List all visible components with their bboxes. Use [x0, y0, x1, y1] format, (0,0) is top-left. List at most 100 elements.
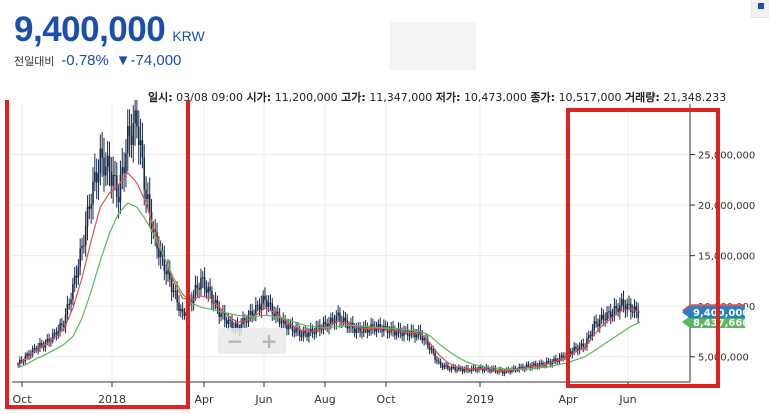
candle-body	[212, 302, 215, 304]
candle-body	[258, 305, 261, 311]
candle-body	[159, 251, 162, 258]
candle-body	[432, 348, 435, 353]
candle-body	[366, 327, 369, 333]
candle-body	[604, 319, 607, 321]
x-tick-label: Oct	[12, 393, 32, 406]
candle-body	[476, 369, 478, 371]
candle-body	[322, 322, 325, 329]
candle-body	[485, 367, 488, 369]
candle-body	[59, 323, 61, 331]
candle-body	[416, 334, 418, 338]
candle-body	[68, 303, 71, 305]
candle-body	[501, 370, 504, 374]
candle-body	[306, 333, 308, 337]
candle-body	[408, 335, 411, 337]
open-value: 11,200,000	[274, 91, 338, 104]
candle-body	[394, 330, 396, 336]
low-label: 저가:	[435, 91, 461, 104]
candle-body	[326, 323, 328, 329]
candle-body	[403, 330, 405, 336]
candle-body	[284, 319, 286, 325]
candle-body	[79, 248, 81, 267]
zoom-out-button[interactable]: −	[226, 329, 244, 353]
candle-body	[262, 295, 264, 304]
candle-body	[503, 371, 506, 374]
candle-body	[121, 167, 124, 175]
candle-body	[335, 315, 338, 324]
date-label: 일시:	[148, 91, 173, 104]
candle-body	[589, 335, 592, 337]
candle-body	[114, 175, 116, 177]
candle-body	[595, 321, 597, 324]
candle-body	[520, 366, 522, 368]
low-value: 10,473,000	[463, 91, 527, 104]
candle-body	[19, 359, 21, 364]
candle-body	[628, 303, 630, 305]
candle-body	[492, 368, 495, 370]
candle-body	[302, 330, 305, 336]
candle-body	[353, 328, 356, 334]
price-chart[interactable]: 5,000,00010,000,00015,000,00020,000,0002…	[0, 100, 769, 414]
candle-body	[586, 338, 588, 347]
candle-body	[375, 326, 378, 332]
candle-body	[458, 367, 460, 370]
candle-body	[227, 319, 230, 324]
candle-body	[203, 277, 206, 290]
candle-body	[48, 338, 50, 342]
candle-body	[84, 225, 87, 246]
candle-body	[53, 332, 56, 334]
candle-body	[132, 123, 135, 145]
candle-body	[39, 342, 41, 348]
candle-body	[97, 173, 100, 183]
candle-body	[46, 338, 49, 343]
zoom-in-button[interactable]: +	[260, 329, 278, 353]
candle-body	[509, 370, 511, 373]
candle-body	[344, 317, 347, 321]
candle-body	[147, 194, 149, 199]
zoom-controls: − +	[218, 328, 286, 354]
candle-body	[216, 299, 219, 309]
candle-body	[172, 291, 175, 293]
candle-body	[286, 324, 288, 330]
candle-body	[456, 369, 458, 371]
volume-value: 21,348.233	[663, 91, 727, 104]
candle-body	[426, 339, 429, 347]
candle-body	[313, 332, 316, 334]
candle-body	[20, 359, 23, 362]
candle-body	[57, 330, 60, 336]
candle-body	[42, 345, 45, 348]
candle-body	[569, 351, 572, 355]
candle-body	[145, 189, 147, 199]
candle-body	[461, 368, 464, 372]
candle-body	[119, 174, 122, 203]
candle-body	[273, 313, 275, 317]
candle-body	[635, 306, 638, 311]
moving-average-lines	[17, 171, 641, 372]
candle-body	[463, 369, 466, 372]
candle-body	[176, 290, 178, 303]
close-value: 10,517,000	[558, 91, 622, 104]
ma-short-line	[17, 171, 641, 372]
candle-body	[198, 287, 200, 290]
candle-body	[295, 328, 297, 333]
high-value: 11,347,000	[369, 91, 433, 104]
candle-body	[593, 321, 596, 331]
candle-body	[342, 317, 345, 323]
candle-body	[95, 172, 98, 183]
chart-axes: 5,000,00010,000,00015,000,00020,000,0002…	[12, 104, 755, 406]
candle-body	[247, 314, 250, 323]
candle-body	[245, 321, 248, 323]
candle-body	[81, 246, 83, 249]
candle-body	[511, 369, 513, 373]
x-tick-label: Apr	[194, 393, 214, 406]
candle-body	[148, 194, 151, 212]
candle-body	[229, 319, 232, 321]
candle-body	[73, 275, 76, 284]
candle-body	[234, 323, 237, 328]
candle-body	[373, 327, 376, 332]
expand-icon[interactable]	[751, 0, 769, 18]
price-display: 9,400,000 KRW	[14, 10, 205, 50]
candle-body	[397, 328, 400, 332]
candle-body	[630, 303, 632, 312]
candle-body	[249, 311, 252, 315]
